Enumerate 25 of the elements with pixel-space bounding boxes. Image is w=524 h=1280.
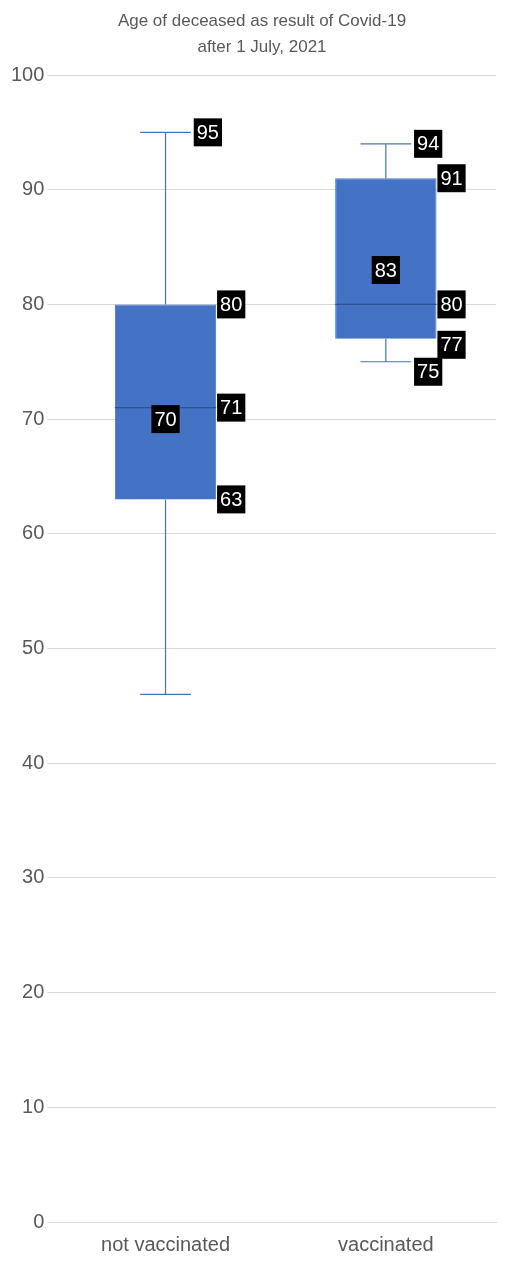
annotation: 94 bbox=[417, 132, 440, 155]
y-tick-label: 60 bbox=[22, 521, 45, 544]
y-tick-label: 90 bbox=[22, 177, 45, 200]
y-tick-label: 20 bbox=[22, 980, 45, 1003]
annotation: 95 bbox=[196, 120, 219, 143]
x-tick-label: not vaccinated bbox=[101, 1232, 231, 1255]
chart-title: Age of deceased as result of Covid-19 after 1 July, 2021 bbox=[116, 10, 408, 58]
annotation: 75 bbox=[417, 360, 440, 383]
annotation: 80 bbox=[440, 292, 463, 315]
y-tick-label: 10 bbox=[22, 1094, 45, 1117]
annotation: 80 bbox=[220, 292, 243, 315]
annotation: 77 bbox=[440, 333, 463, 356]
y-tick-label: 50 bbox=[22, 636, 45, 659]
annotation: 63 bbox=[220, 487, 243, 510]
annotation: 91 bbox=[440, 166, 463, 189]
y-tick-label: 40 bbox=[22, 750, 45, 773]
y-tick-label: 30 bbox=[22, 865, 45, 888]
y-tick-label: 70 bbox=[22, 406, 45, 429]
y-tick-label: 100 bbox=[10, 62, 45, 85]
y-tick-label: 80 bbox=[22, 291, 45, 314]
annotation: 83 bbox=[374, 258, 397, 281]
annotation: 70 bbox=[154, 407, 177, 430]
x-tick-label: vaccinated bbox=[338, 1232, 434, 1255]
annotation: 71 bbox=[220, 396, 243, 419]
y-tick-label: 0 bbox=[33, 1209, 45, 1232]
